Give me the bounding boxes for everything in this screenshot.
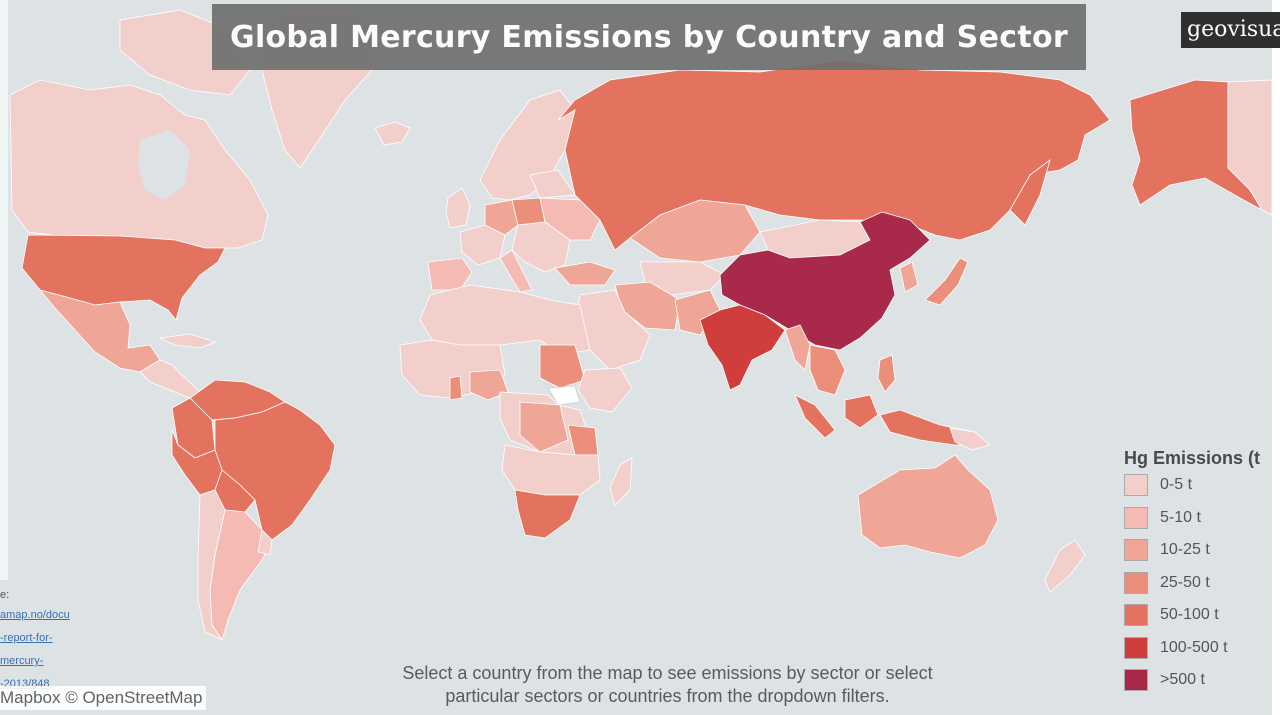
legend-item: 100-500 t [1124, 632, 1280, 665]
instructions-text: Select a country from the map to see emi… [330, 662, 1005, 708]
legend-label: 5-10 t [1160, 508, 1201, 526]
country-japan[interactable] [924, 257, 969, 306]
source-label: e: [0, 589, 10, 601]
source-link[interactable]: -report-for- [0, 632, 53, 644]
country-china[interactable] [719, 211, 931, 351]
country-thailand-vietnam[interactable] [809, 344, 846, 396]
page-title: Global Mercury Emissions by Country and … [230, 19, 1068, 55]
right-panel-edge [1272, 0, 1280, 715]
country-madagascar[interactable] [609, 457, 633, 506]
country-papua[interactable] [949, 427, 991, 451]
legend: Hg Emissions (t 0-5 t 5-10 t 10-25 t 25-… [1118, 448, 1280, 697]
source-link[interactable]: amap.no/docu [0, 609, 70, 621]
country-turkey[interactable] [554, 261, 616, 286]
country-drc[interactable] [519, 401, 569, 453]
country-uruguay[interactable] [257, 529, 273, 556]
country-india[interactable] [699, 304, 786, 391]
legend-item: 5-10 t [1124, 502, 1280, 535]
country-germany[interactable] [484, 199, 519, 236]
left-panel-edge [0, 0, 8, 580]
legend-swatch [1124, 539, 1148, 562]
country-indonesia-borneo[interactable] [844, 394, 879, 429]
source-links: e: amap.no/docu -report-for- mercury- -2… [0, 586, 80, 696]
country-myanmar[interactable] [784, 324, 811, 371]
legend-item: >500 t [1124, 664, 1280, 697]
legend-swatch [1124, 474, 1148, 497]
country-russia-kamchatka[interactable] [1009, 158, 1051, 226]
country-cuba[interactable] [158, 333, 217, 349]
country-indonesia-sumatra[interactable] [794, 394, 836, 439]
legend-label: 25-50 t [1160, 573, 1210, 591]
country-nigeria[interactable] [469, 369, 509, 401]
legend-label: >500 t [1160, 671, 1205, 689]
legend-title: Hg Emissions (t [1124, 448, 1261, 468]
instructions-line: Select a country from the map to see emi… [402, 663, 933, 683]
legend-swatch [1124, 669, 1148, 692]
legend-label: 10-25 t [1160, 541, 1210, 559]
legend-label: 50-100 t [1160, 606, 1219, 624]
country-korea[interactable] [899, 261, 919, 293]
instructions-line: particular sectors or countries from the… [445, 686, 890, 706]
legend-item: 10-25 t [1124, 534, 1280, 567]
legend-label: 100-500 t [1160, 638, 1228, 656]
legend-item: 50-100 t [1124, 599, 1280, 632]
source-link[interactable]: mercury- [0, 655, 44, 667]
legend-label: 0-5 t [1160, 476, 1193, 494]
geovisual-logo[interactable]: geovisua [1181, 12, 1280, 48]
legend-item: 25-50 t [1124, 567, 1280, 600]
country-spain[interactable] [427, 257, 473, 291]
country-iceland[interactable] [374, 121, 411, 146]
legend-swatch [1124, 636, 1148, 659]
country-ghana[interactable] [449, 375, 463, 401]
legend-swatch [1124, 571, 1148, 594]
country-new-zealand[interactable] [1044, 539, 1086, 593]
country-uk[interactable] [445, 187, 471, 229]
map-attribution[interactable]: Mapbox © OpenStreetMap [0, 686, 207, 710]
legend-item: 0-5 t [1124, 469, 1280, 502]
country-south-africa[interactable] [514, 489, 581, 539]
country-chile[interactable] [197, 489, 226, 641]
legend-swatch [1124, 604, 1148, 627]
legend-swatch [1124, 506, 1148, 529]
country-sudan[interactable] [539, 344, 586, 389]
country-southern-africa[interactable] [501, 444, 601, 496]
country-ethiopia[interactable] [577, 367, 633, 413]
country-poland[interactable] [511, 197, 546, 226]
hudson-bay [138, 130, 190, 200]
country-mexico[interactable] [38, 289, 161, 373]
country-australia[interactable] [857, 454, 999, 559]
country-philippines[interactable] [877, 354, 896, 393]
title-banner: Global Mercury Emissions by Country and … [212, 4, 1086, 70]
country-south-sudan[interactable] [547, 385, 581, 406]
